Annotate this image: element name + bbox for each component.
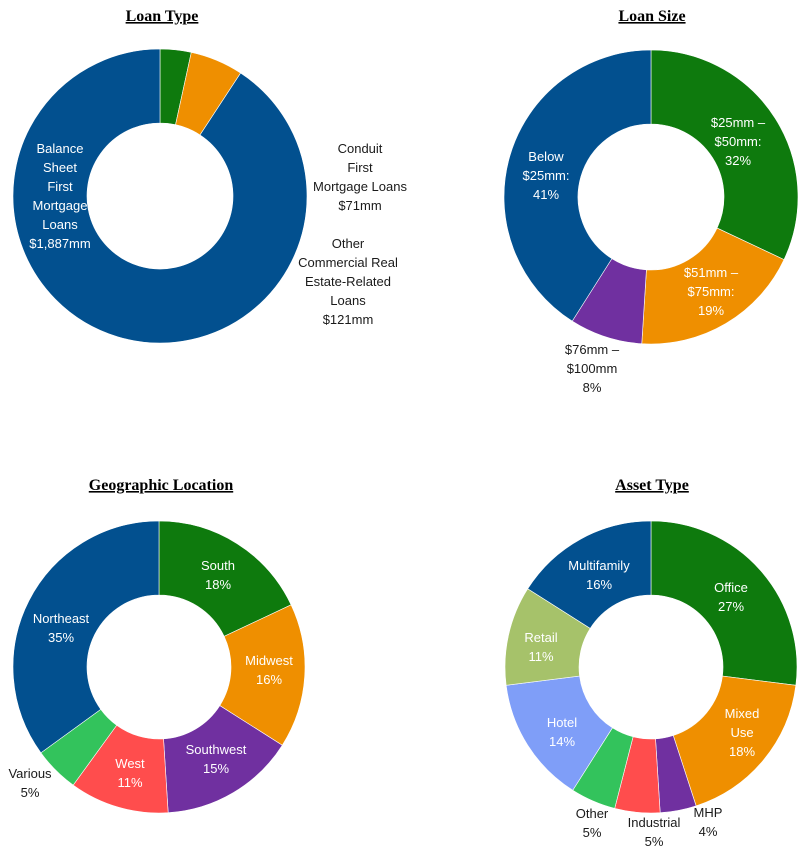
slice-below-25mm <box>503 49 652 322</box>
slice-25mm-50mm <box>650 49 799 260</box>
chart-loan-type: Loan Type Conduit First Mortgage Loans $71mm… <box>12 8 407 344</box>
chart-geographic-location: Geographic Location South 18% Midwest 16% Sou… <box>8 477 306 814</box>
data-label-balance-sheet-first-mortgage-loans: Balance Sheet First Mortgage Loans $1,887mm <box>29 141 90 251</box>
chart-title: Loan Type <box>126 8 199 25</box>
data-label-other-commercial-real-estate-related-loans: Other Commercial Real Estate-Related Loans $… <box>298 236 398 327</box>
chart-asset-type: Asset Type Office 27% Mixed Use 18% MHP 4% Indus… <box>504 477 798 849</box>
slice-balance-sheet-first-mortgage-loans <box>12 48 308 344</box>
slice-south <box>158 520 292 637</box>
chart-loan-size: Loan Size $25mm – $50mm: 32% $51mm – $75mm: 19… <box>503 8 799 395</box>
data-label-midwest: Midwest 16% <box>245 653 293 687</box>
data-label-southwest: Southwest 15% <box>186 742 247 776</box>
slice-mixed-use <box>672 675 797 807</box>
chart-title: Loan Size <box>618 8 685 25</box>
data-label-25mm-50mm: $25mm – $50mm: 32% <box>711 115 766 168</box>
chart-title: Geographic Location <box>89 477 234 494</box>
data-label-office: Office 27% <box>714 580 748 614</box>
data-label-other: Other 5% <box>576 806 609 840</box>
data-label-below-25mm: Below $25mm: 41% <box>523 149 570 202</box>
data-label-industrial: Industrial 5% <box>628 815 681 849</box>
data-label-mixed-use: Mixed Use 18% <box>725 706 760 759</box>
data-label-retail: Retail 11% <box>524 630 557 664</box>
slice-northeast <box>12 520 160 754</box>
chart-title: Asset Type <box>615 477 689 494</box>
slice-51mm-75mm <box>641 227 785 345</box>
data-label-various: Various 5% <box>8 766 52 800</box>
data-label-mhp: MHP 4% <box>694 805 723 839</box>
data-label-hotel: Hotel 14% <box>547 715 577 749</box>
slice-office <box>650 520 798 686</box>
data-label-conduit-first-mortgage-loans: Conduit First Mortgage Loans $71mm <box>313 141 407 213</box>
data-label-northeast: Northeast 35% <box>33 611 90 645</box>
data-label-multifamily: Multifamily 16% <box>568 558 630 592</box>
data-label-south: South 18% <box>201 558 235 592</box>
slice-multifamily <box>527 520 652 629</box>
data-label-west: West 11% <box>115 756 145 790</box>
data-label-51mm-75mm: $51mm – $75mm: 19% <box>684 265 739 318</box>
data-label-76mm-100mm: $76mm – $100mm 8% <box>565 342 620 395</box>
